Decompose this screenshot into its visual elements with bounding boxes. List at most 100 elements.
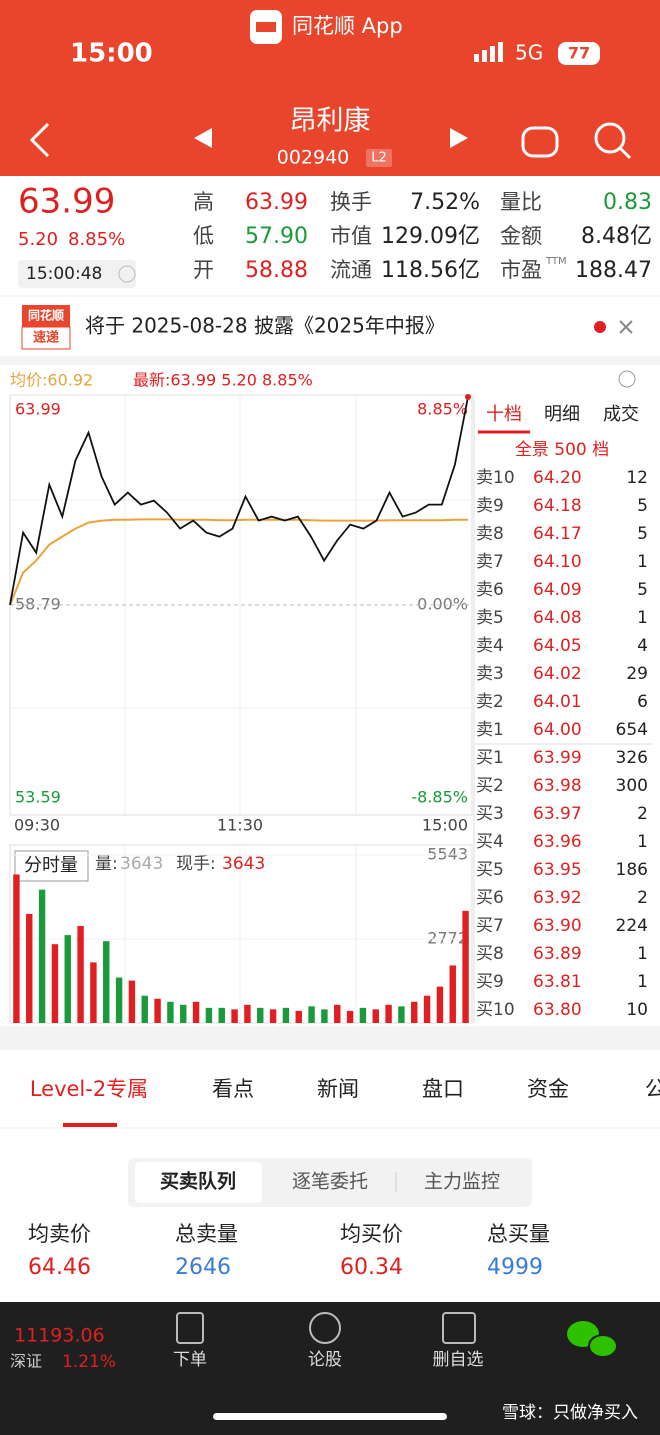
book-qty: 326 — [616, 748, 648, 768]
y-tick-label: 53.59 — [15, 788, 61, 807]
book-label: 卖10 — [476, 468, 515, 488]
settings-icon[interactable] — [618, 370, 636, 388]
nav-item[interactable]: 下单 — [173, 1350, 207, 1370]
prev-stock[interactable] — [194, 128, 212, 148]
volume-bar — [205, 1007, 213, 1023]
section-tab[interactable]: 公告 — [645, 1077, 660, 1101]
segment[interactable]: 买卖队列 — [160, 1170, 236, 1193]
book-price: 63.99 — [533, 748, 582, 768]
index-percent: 1.21% — [62, 1352, 116, 1372]
volume-bar — [346, 1010, 354, 1023]
book-price: 63.98 — [533, 776, 582, 796]
nav-item[interactable]: 论股 — [308, 1350, 342, 1370]
volume-label: 量: — [95, 854, 118, 874]
volume-bar — [385, 1004, 392, 1023]
stat-label: 换手 — [330, 190, 372, 214]
order-icon[interactable] — [176, 1312, 204, 1344]
summary-value: 2646 — [175, 1255, 231, 1280]
summary-label: 总卖量 — [175, 1222, 238, 1246]
section-tab[interactable]: 看点 — [212, 1077, 254, 1101]
section-tab[interactable]: 盘口 — [422, 1077, 464, 1101]
status-time: 15:00 — [70, 39, 153, 69]
volume-bar — [449, 965, 456, 1023]
remove-icon[interactable] — [442, 1312, 476, 1344]
volume-bar — [167, 1001, 174, 1023]
nav-item[interactable]: 删自选 — [433, 1350, 484, 1370]
book-qty: 1 — [637, 552, 648, 572]
book-qty: 4 — [637, 636, 648, 656]
wechat-icon[interactable] — [588, 1334, 618, 1358]
book-qty: 2 — [637, 804, 648, 824]
volume-bar — [141, 995, 148, 1023]
avg-line — [9, 518, 468, 606]
book-qty: 12 — [626, 468, 648, 488]
forum-icon[interactable] — [309, 1312, 341, 1344]
stat-value: 8.48亿 — [581, 224, 652, 249]
orderbook-tab[interactable]: 十档 — [486, 404, 522, 425]
summary-label: 均卖价 — [28, 1222, 91, 1246]
orderbook-tab[interactable]: 成交 — [603, 404, 639, 425]
volume-bar — [257, 1007, 264, 1023]
volume-bar — [334, 1004, 341, 1023]
app-icon-mark — [256, 22, 276, 32]
notice-text[interactable]: 将于 2025-08-28 披露《2025年中报》 — [85, 314, 445, 338]
robot-button[interactable] — [521, 126, 559, 158]
section-tab[interactable]: 资金 — [527, 1077, 569, 1101]
back-button[interactable] — [29, 122, 50, 158]
book-label: 买9 — [476, 972, 504, 992]
orderbook-tab[interactable]: 明细 — [544, 404, 580, 425]
stat-label: 低 — [193, 224, 214, 248]
app-name: 同花顺 App — [292, 14, 403, 38]
stat-label: 市盈 — [500, 258, 542, 282]
volume-bar — [231, 1009, 238, 1023]
book-qty: 1 — [637, 608, 648, 628]
volume-bar — [359, 1007, 367, 1023]
volume-tab[interactable]: 分时量 — [24, 855, 78, 876]
section-tab[interactable]: 新闻 — [317, 1077, 359, 1101]
index-value: 11193.06 — [14, 1325, 105, 1347]
search-button[interactable] — [594, 122, 626, 154]
volume-bar — [282, 1007, 290, 1023]
volume-bar — [372, 1009, 379, 1023]
notice-dot — [594, 321, 606, 333]
time-box — [18, 260, 136, 288]
segment[interactable]: 主力监控 — [424, 1171, 500, 1193]
info-icon[interactable] — [118, 265, 136, 283]
stat-value: 63.99 — [245, 190, 308, 215]
book-label: 买5 — [476, 860, 504, 880]
book-price: 63.92 — [533, 888, 582, 908]
segment[interactable]: 逐笔委托 — [292, 1171, 368, 1193]
volume-bar — [77, 926, 84, 1023]
section-tab[interactable]: Level-2专属 — [30, 1077, 148, 1101]
notice-brand: 速递 — [33, 330, 59, 346]
level-badge: L2 — [371, 151, 387, 166]
book-qty: 1 — [637, 944, 648, 964]
notice-close[interactable] — [619, 320, 633, 334]
notice-icon-bottom — [21, 326, 71, 350]
book-qty: 5 — [637, 580, 648, 600]
volume-tick-label: 5543 — [427, 845, 468, 864]
quote-time: 15:00:48 — [26, 264, 102, 284]
book-label: 买1 — [476, 748, 504, 768]
volume-bar — [115, 977, 123, 1023]
time-label: 15:00 — [422, 816, 468, 835]
depth-label[interactable]: 全景 500 档 — [515, 440, 609, 460]
stat-value: 188.47 — [575, 258, 652, 283]
y-tick-label: 63.99 — [15, 400, 61, 419]
book-label: 卖5 — [476, 608, 504, 628]
volume-bar — [192, 1001, 200, 1023]
stock-code: 002940 — [277, 147, 350, 169]
next-stock[interactable] — [450, 128, 468, 148]
book-qty: 224 — [616, 916, 648, 936]
book-label: 买7 — [476, 916, 504, 936]
volume-bar — [90, 962, 97, 1023]
book-price: 63.90 — [533, 916, 582, 936]
network: 5G — [515, 41, 543, 65]
stat-value: 129.09亿 — [381, 224, 480, 249]
notice-brand: 同花顺 — [28, 308, 64, 323]
last-legend: 最新:63.99 5.20 8.85% — [133, 371, 313, 390]
volume-tab-box[interactable] — [14, 850, 89, 882]
volume-value: 3643 — [120, 854, 163, 874]
stat-sup: TTM — [545, 256, 567, 267]
volume-bar — [423, 995, 431, 1023]
